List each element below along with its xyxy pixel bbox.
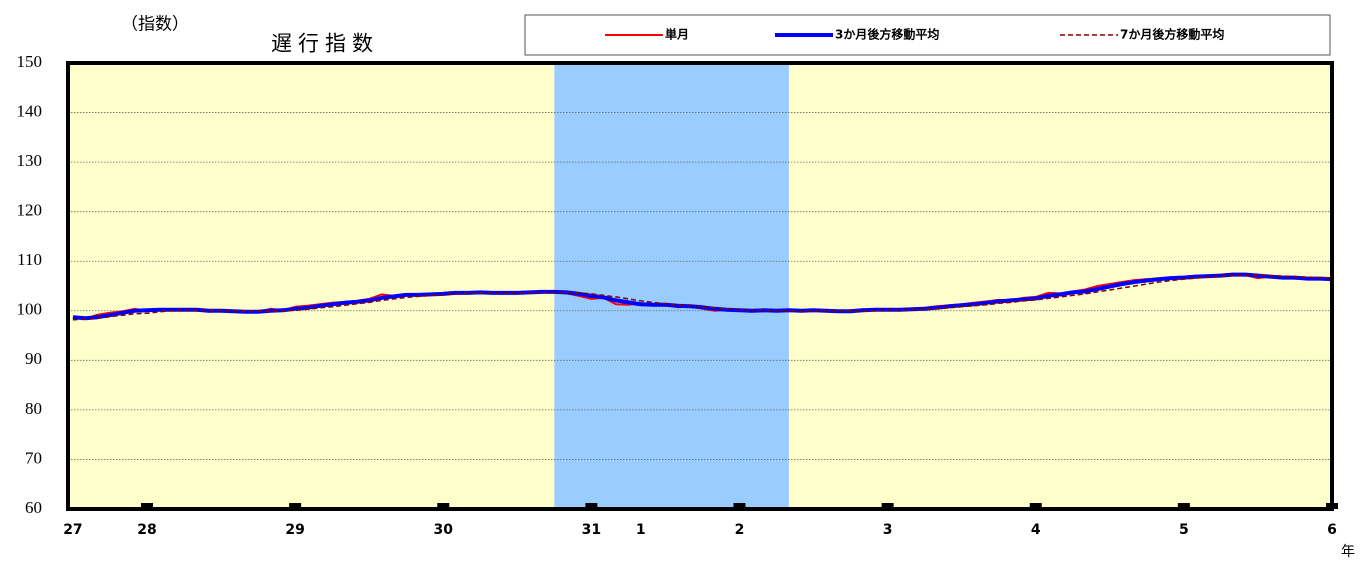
x-tick-label: 3 [883, 522, 893, 538]
x-tick-mark [1029, 503, 1042, 509]
y-tick-label: 100 [17, 300, 43, 319]
chart-title: 遅行指数 [271, 32, 379, 56]
x-tick-label: 2 [735, 522, 745, 538]
y-tick-label: 120 [17, 201, 43, 220]
x-tick-mark [881, 503, 894, 509]
x-tick-mark [141, 503, 153, 509]
x-tick-label: 29 [285, 522, 304, 538]
y-tick-label: 70 [25, 448, 42, 467]
y-tick-label: 140 [17, 101, 43, 120]
x-tick-label: 5 [1179, 522, 1189, 538]
x-tick-label: 31 [582, 522, 601, 538]
y-tick-label: 130 [17, 151, 43, 170]
x-tick-label: 6 [1327, 522, 1337, 538]
x-tick-mark [1177, 503, 1190, 509]
plot-border [66, 61, 1334, 511]
x-axis-unit: 年 [1341, 544, 1355, 560]
y-tick-label: 110 [17, 250, 42, 269]
series-line [72, 274, 1333, 321]
x-tick-label: 30 [434, 522, 454, 538]
y-tick-label: 150 [17, 52, 43, 71]
x-tick-mark [733, 503, 746, 509]
x-tick-label: 4 [1031, 522, 1041, 538]
x-tick-label: 1 [636, 522, 646, 538]
y-tick-label: 60 [25, 498, 42, 517]
y-tick-label: 90 [25, 349, 42, 368]
x-tick-mark [437, 503, 450, 509]
recession-shade [554, 63, 789, 509]
legend-label: 単月 [665, 27, 689, 42]
x-tick-label: 28 [137, 522, 156, 538]
x-tick-mark [289, 503, 302, 509]
x-tick-mark [585, 503, 598, 509]
legend-label: 3か月後方移動平均 [835, 27, 939, 42]
y-tick-label: 80 [25, 399, 42, 418]
legend-label: 7か月後方移動平均 [1120, 27, 1224, 42]
y-axis-label: （指数） [121, 15, 189, 35]
x-tick-label: 27 [63, 522, 82, 538]
